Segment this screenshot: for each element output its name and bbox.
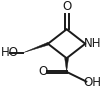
Text: O: O bbox=[38, 65, 47, 78]
Text: NH: NH bbox=[83, 37, 101, 50]
Polygon shape bbox=[64, 58, 68, 72]
Text: O: O bbox=[61, 0, 71, 13]
Text: HO: HO bbox=[1, 46, 18, 60]
Polygon shape bbox=[23, 42, 47, 53]
Text: OH: OH bbox=[83, 76, 101, 89]
